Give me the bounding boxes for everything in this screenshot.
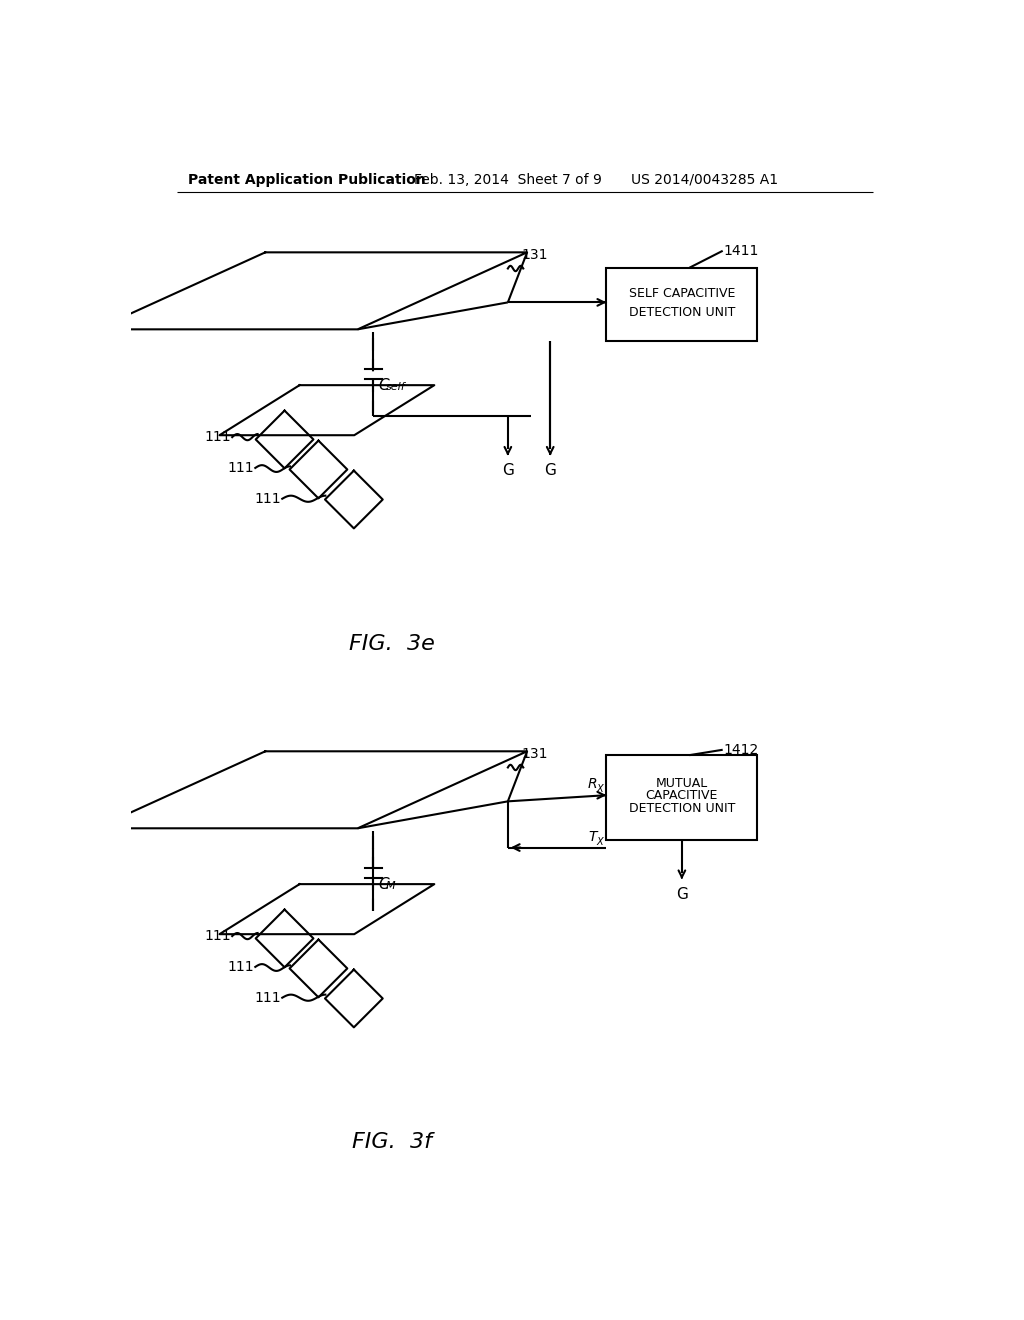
Text: G: G (545, 463, 556, 478)
Text: G: G (502, 463, 514, 478)
Text: 111: 111 (227, 960, 254, 974)
Text: self: self (386, 381, 406, 392)
Text: T: T (589, 830, 597, 843)
Text: 131: 131 (521, 248, 548, 263)
Text: R: R (588, 777, 597, 792)
Text: FIG.  3f: FIG. 3f (352, 1133, 432, 1152)
Text: X: X (597, 837, 603, 847)
Text: 111: 111 (227, 461, 254, 475)
Text: 111: 111 (254, 991, 281, 1005)
Text: Feb. 13, 2014  Sheet 7 of 9: Feb. 13, 2014 Sheet 7 of 9 (414, 173, 602, 187)
Text: MUTUAL: MUTUAL (655, 777, 708, 791)
Text: SELF CAPACITIVE: SELF CAPACITIVE (629, 286, 735, 300)
Text: G: G (676, 887, 688, 902)
Text: US 2014/0043285 A1: US 2014/0043285 A1 (631, 173, 778, 187)
Text: 111: 111 (254, 492, 281, 506)
Text: DETECTION UNIT: DETECTION UNIT (629, 801, 735, 814)
Text: DETECTION UNIT: DETECTION UNIT (629, 305, 735, 318)
Text: 1411: 1411 (724, 244, 759, 257)
Text: $C$: $C$ (378, 876, 390, 892)
Bar (606, 755, 758, 840)
Text: 111: 111 (204, 430, 230, 444)
Text: $C$: $C$ (378, 378, 390, 393)
Text: 111: 111 (204, 929, 230, 942)
Bar (606, 268, 758, 341)
Text: CAPACITIVE: CAPACITIVE (646, 789, 718, 803)
Text: X: X (597, 784, 603, 795)
Text: 131: 131 (521, 747, 548, 762)
Text: FIG.  3e: FIG. 3e (349, 634, 435, 653)
Text: Patent Application Publication: Patent Application Publication (188, 173, 426, 187)
Text: 1412: 1412 (724, 743, 759, 756)
Text: M: M (386, 880, 396, 891)
